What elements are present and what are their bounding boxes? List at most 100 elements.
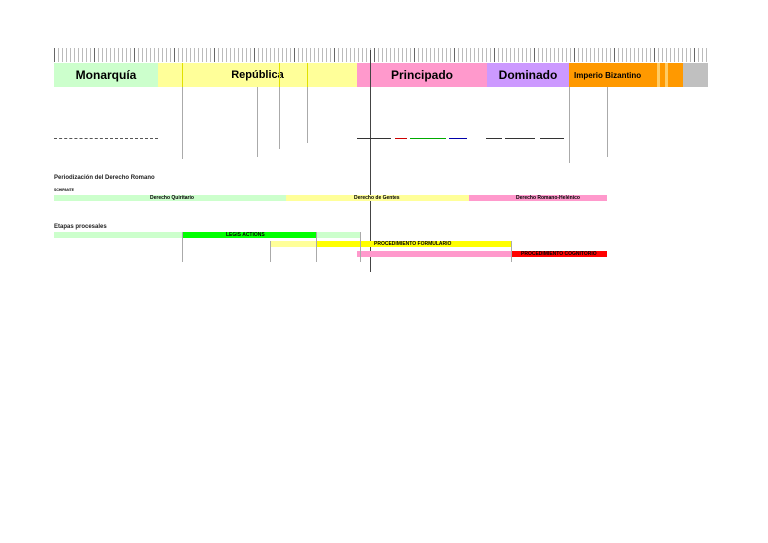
ruler-tick bbox=[594, 48, 595, 62]
ruler-tick bbox=[430, 48, 431, 62]
group-underline bbox=[486, 138, 502, 139]
timeline-line bbox=[182, 87, 183, 159]
ruler-tick bbox=[318, 48, 319, 62]
ruler-tick bbox=[62, 48, 63, 62]
ruler-tick bbox=[450, 48, 451, 62]
ruler-tick bbox=[658, 48, 659, 62]
ruler-tick bbox=[402, 48, 403, 62]
ruler-tick bbox=[126, 48, 127, 62]
timeline-line bbox=[307, 87, 308, 143]
ruler-tick bbox=[602, 48, 603, 62]
ruler-tick bbox=[614, 48, 615, 62]
ruler-tick bbox=[138, 48, 139, 62]
ruler-tick bbox=[234, 48, 235, 62]
ruler-tick bbox=[214, 48, 215, 62]
ruler-tick bbox=[654, 48, 655, 62]
era-monarquia: Monarquía bbox=[54, 63, 158, 87]
ruler-tick bbox=[286, 48, 287, 62]
ruler-tick bbox=[54, 48, 55, 62]
era-stripe bbox=[657, 63, 660, 87]
ruler-tick bbox=[346, 48, 347, 62]
band-light-yellow bbox=[270, 241, 316, 247]
ruler-tick bbox=[414, 48, 415, 62]
ruler-tick bbox=[206, 48, 207, 62]
ruler-tick bbox=[606, 48, 607, 62]
ruler-tick bbox=[106, 48, 107, 62]
ruler-tick bbox=[334, 48, 335, 62]
ruler-tick bbox=[290, 48, 291, 62]
etapa-line bbox=[360, 232, 361, 262]
ruler-tick bbox=[366, 48, 367, 62]
ruler-tick bbox=[698, 48, 699, 62]
era-label: Imperio Bizantino bbox=[574, 70, 642, 80]
ruler-tick bbox=[554, 48, 555, 62]
ruler-tick bbox=[274, 48, 275, 62]
ruler-tick bbox=[434, 48, 435, 62]
ruler-tick bbox=[702, 48, 703, 62]
ruler-tick bbox=[538, 48, 539, 62]
ruler-tick bbox=[322, 48, 323, 62]
ruler-tick bbox=[238, 48, 239, 62]
ruler-tick bbox=[466, 48, 467, 62]
ruler-tick bbox=[134, 48, 135, 62]
divider bbox=[279, 63, 280, 87]
ruler-tick bbox=[382, 48, 383, 62]
divider bbox=[307, 63, 308, 87]
band-legis-actions: LEGIS ACTIONS bbox=[182, 232, 316, 238]
era-stripe bbox=[660, 63, 665, 87]
ruler-tick bbox=[386, 48, 387, 62]
ruler-tick bbox=[586, 48, 587, 62]
ruler-tick bbox=[58, 48, 59, 62]
section-title-periodizacion: Periodización del Derecho Romano bbox=[54, 175, 155, 181]
ruler-tick bbox=[642, 48, 643, 62]
ruler-tick bbox=[510, 48, 511, 62]
ruler-tick bbox=[690, 48, 691, 62]
ruler-tick bbox=[102, 48, 103, 62]
band-derecho-quiritario: Derecho Quiritario bbox=[54, 195, 286, 201]
ruler-tick bbox=[410, 48, 411, 62]
ruler-tick bbox=[518, 48, 519, 62]
ruler-tick bbox=[270, 48, 271, 62]
band-label: Derecho Romano-Helénico bbox=[516, 195, 580, 201]
ruler-tick bbox=[342, 48, 343, 62]
section-subtitle-schipante: SCHIPANTE bbox=[54, 188, 74, 192]
ruler-tick bbox=[502, 48, 503, 62]
ruler-tick bbox=[358, 48, 359, 62]
ruler-tick bbox=[638, 48, 639, 62]
ruler-tick bbox=[314, 48, 315, 62]
group-underline bbox=[395, 138, 407, 139]
ruler-tick bbox=[650, 48, 651, 62]
ruler-tick bbox=[202, 48, 203, 62]
ruler-tick bbox=[570, 48, 571, 62]
ruler-tick bbox=[506, 48, 507, 62]
ruler-tick bbox=[662, 48, 663, 62]
ruler-tick bbox=[330, 48, 331, 62]
group-underline bbox=[110, 138, 158, 140]
ruler-tick bbox=[194, 48, 195, 62]
ruler-tick bbox=[90, 48, 91, 62]
ruler-tick bbox=[250, 48, 251, 62]
ruler-tick bbox=[378, 48, 379, 62]
band-label: PROCEDIMIENTO COGNITORIO bbox=[521, 251, 597, 257]
ruler-tick bbox=[394, 48, 395, 62]
ruler-tick bbox=[258, 48, 259, 62]
ruler-tick bbox=[598, 48, 599, 62]
ruler-tick bbox=[618, 48, 619, 62]
ruler-tick bbox=[298, 48, 299, 62]
ruler-tick bbox=[198, 48, 199, 62]
ruler-tick bbox=[166, 48, 167, 62]
ruler-tick bbox=[154, 48, 155, 62]
ruler-tick bbox=[514, 48, 515, 62]
ruler-tick bbox=[374, 48, 375, 62]
ruler-tick bbox=[674, 48, 675, 62]
era-grey bbox=[683, 63, 708, 87]
ruler-tick bbox=[86, 48, 87, 62]
ruler-tick bbox=[534, 48, 535, 62]
etapa-line bbox=[511, 241, 512, 262]
ruler-tick bbox=[150, 48, 151, 62]
etapa-line bbox=[316, 232, 317, 262]
ruler-tick bbox=[706, 48, 707, 62]
ruler-tick bbox=[666, 48, 667, 62]
ruler-tick bbox=[630, 48, 631, 62]
ruler-tick bbox=[422, 48, 423, 62]
